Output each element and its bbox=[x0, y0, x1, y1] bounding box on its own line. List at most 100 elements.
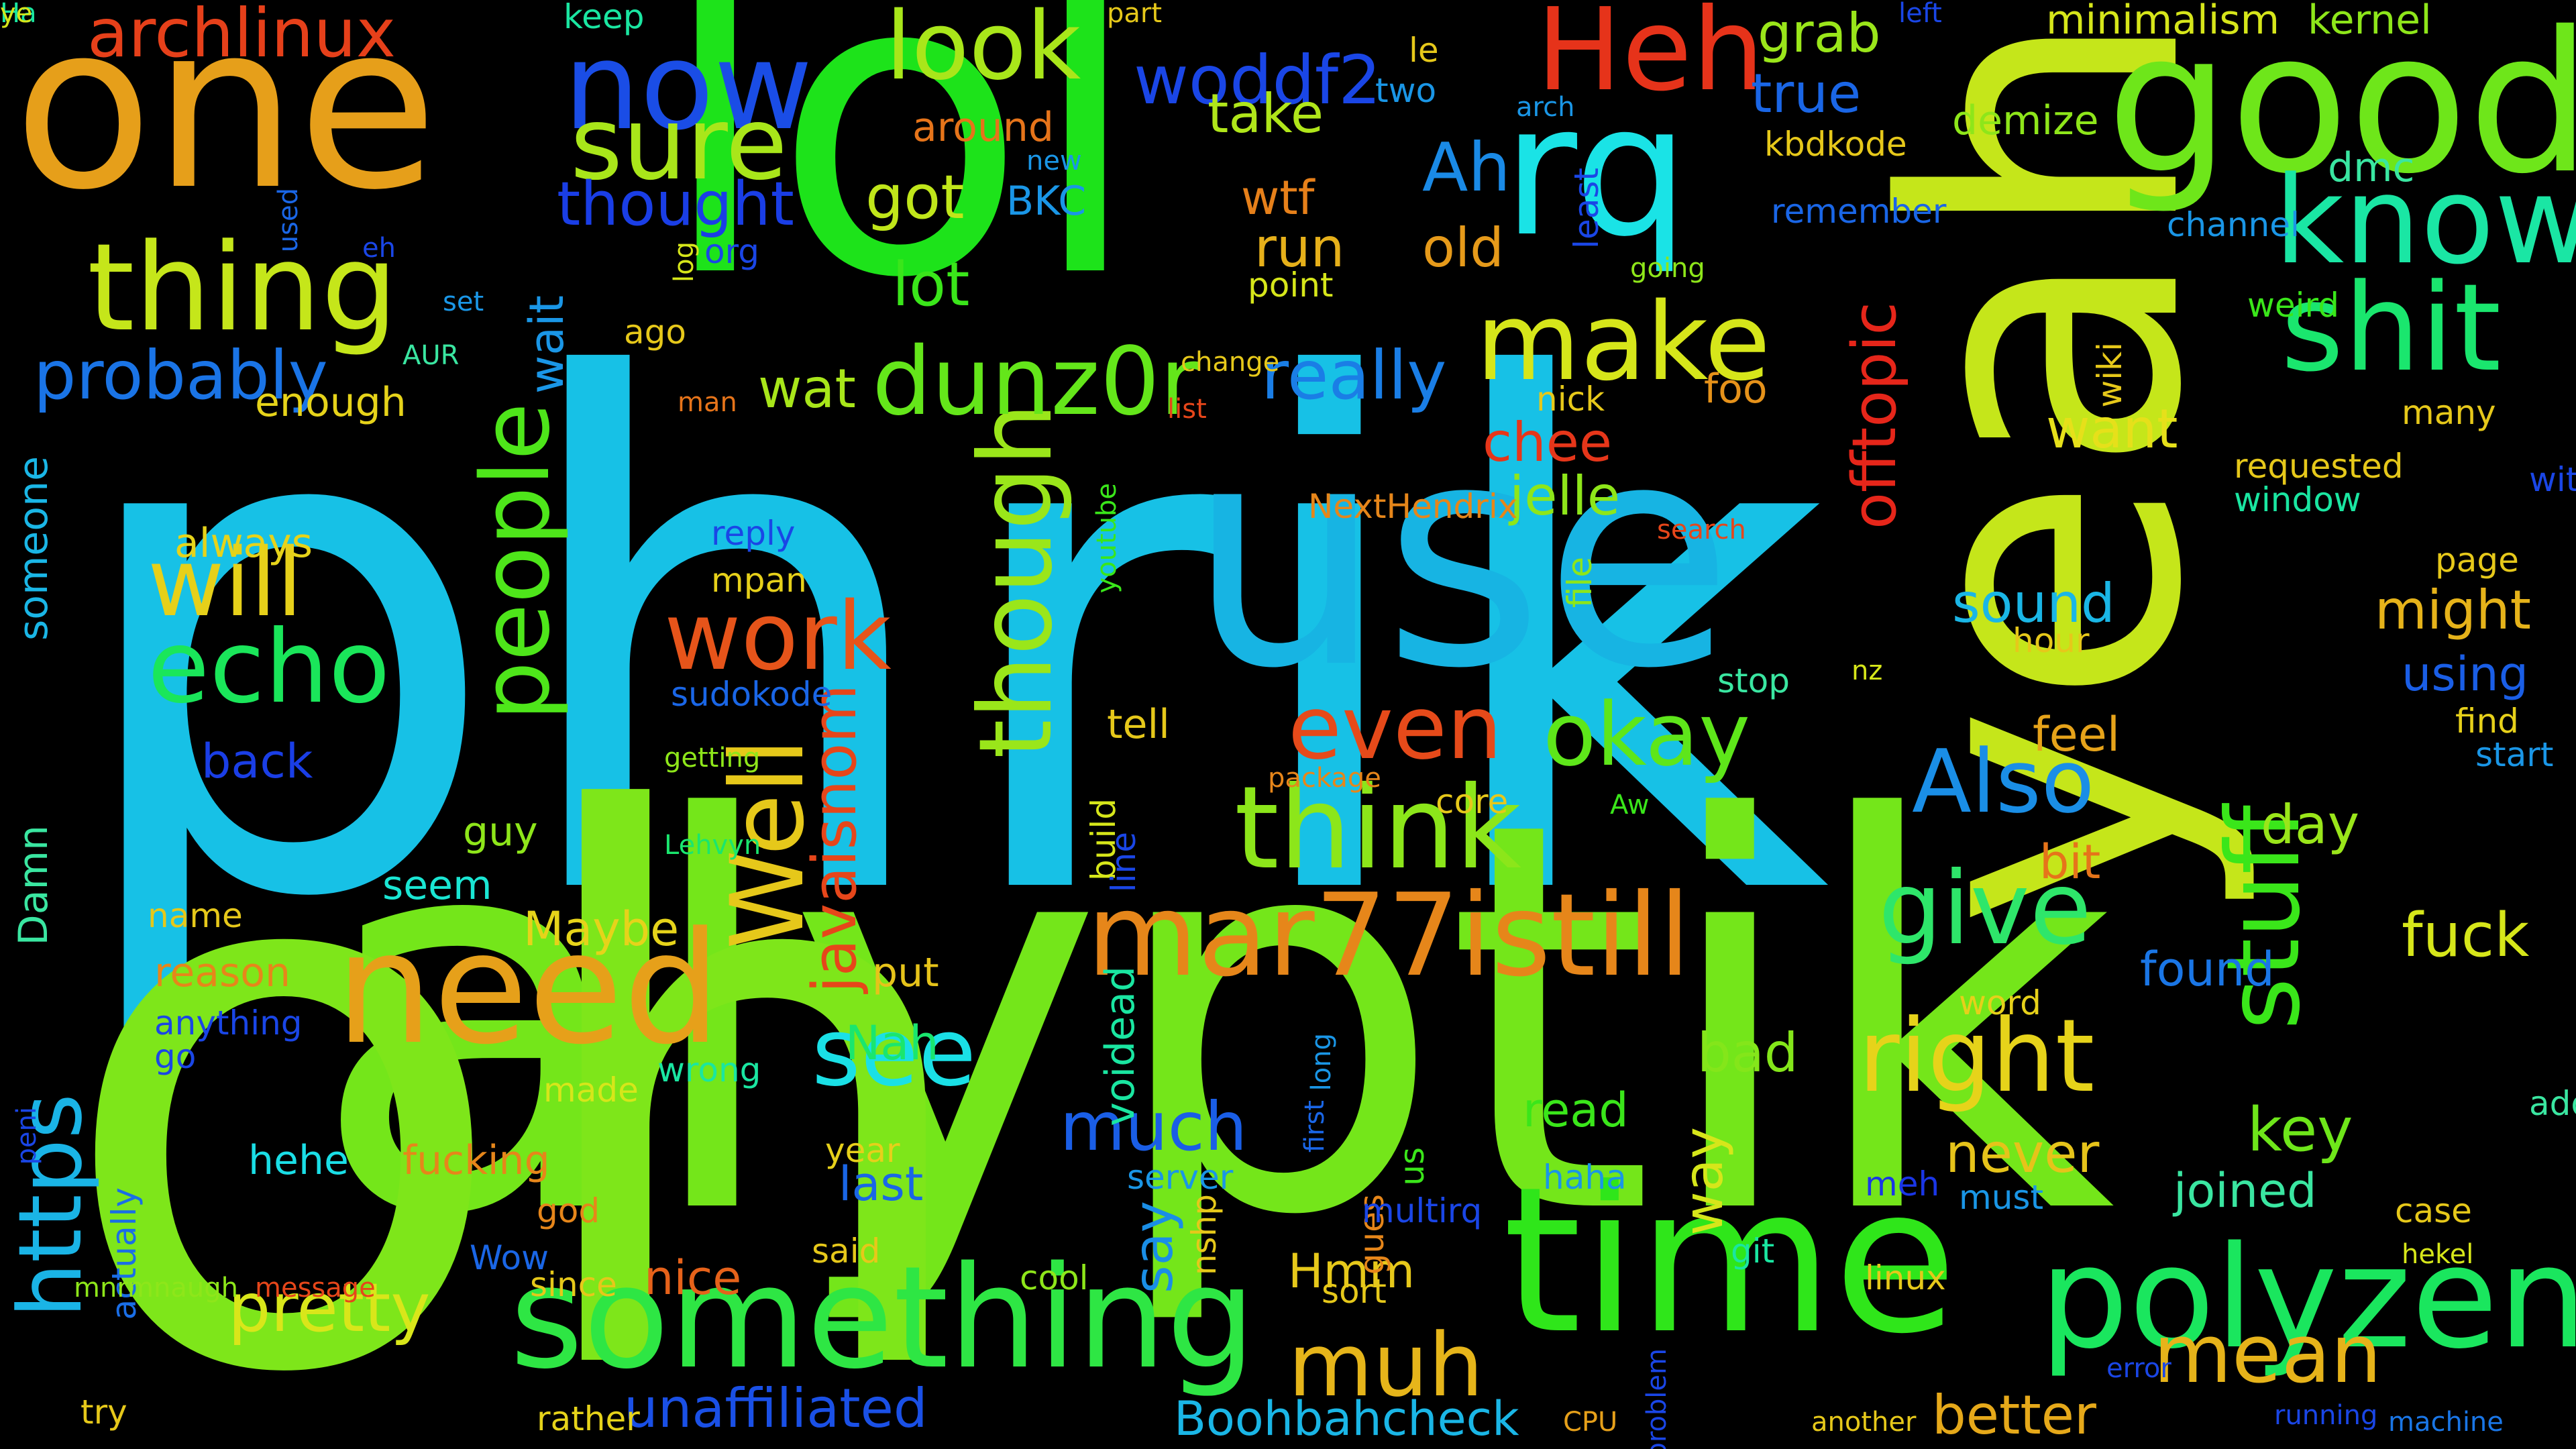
word-120: dmc bbox=[2328, 144, 2415, 191]
word-99: cool bbox=[1020, 1258, 1089, 1297]
word-178: multirq bbox=[1362, 1191, 1483, 1230]
word-69: bit bbox=[2039, 835, 2101, 890]
word-72: found bbox=[2140, 942, 2275, 997]
word-140: point bbox=[1248, 266, 1334, 305]
word-177: us bbox=[1393, 1147, 1432, 1186]
word-14: know bbox=[2274, 151, 2576, 291]
word-174: read bbox=[1523, 1083, 1629, 1138]
word-164: nz bbox=[1851, 655, 1883, 686]
word-115: minimalism bbox=[2046, 0, 2280, 44]
word-189: Damn bbox=[10, 825, 57, 946]
word-80: nice bbox=[644, 1250, 742, 1305]
word-106: add bbox=[2529, 1084, 2576, 1123]
word-19: Heh bbox=[1536, 0, 1765, 117]
word-60: old bbox=[1422, 217, 1504, 279]
word-144: eh bbox=[362, 233, 396, 264]
word-22: make bbox=[1476, 279, 1771, 405]
word-11: something bbox=[510, 1236, 1256, 1400]
word-54: run bbox=[1254, 217, 1345, 279]
word-151: change bbox=[1181, 347, 1280, 378]
word-8: time bbox=[1503, 1144, 1957, 1378]
word-119: remember bbox=[1771, 192, 1947, 231]
word-74: joined bbox=[2174, 1163, 2317, 1218]
word-85: Maybe bbox=[523, 902, 680, 957]
word-40: pretty bbox=[228, 1269, 431, 1347]
word-157: mpan bbox=[711, 561, 807, 600]
word-171: voidead bbox=[1097, 966, 1144, 1126]
word-197: ye bbox=[0, 0, 33, 29]
word-61: chee bbox=[1483, 411, 1613, 474]
word-148: ago bbox=[624, 313, 686, 352]
word-170: line bbox=[1104, 832, 1143, 893]
word-71: fuck bbox=[2402, 900, 2530, 971]
word-29: right bbox=[1858, 998, 2095, 1115]
word-153: wiki bbox=[2090, 342, 2129, 408]
word-10: need bbox=[335, 900, 721, 1079]
word-167: package bbox=[1268, 763, 1381, 794]
word-65: might bbox=[2375, 579, 2532, 641]
word-181: first bbox=[1299, 1100, 1330, 1153]
word-0: phrik bbox=[60, 238, 1831, 1050]
word-193: god bbox=[537, 1191, 600, 1230]
word-101: linux bbox=[1865, 1258, 1946, 1297]
word-97: since bbox=[530, 1265, 617, 1304]
word-196: Ha bbox=[0, 0, 37, 29]
word-98: Wow bbox=[470, 1238, 549, 1277]
word-110: error bbox=[2106, 1353, 2171, 1384]
word-75: never bbox=[1945, 1122, 2100, 1185]
word-23: people bbox=[462, 402, 571, 721]
word-160: sudokode bbox=[671, 675, 833, 714]
word-155: NextHendrix bbox=[1308, 487, 1518, 526]
word-145: set bbox=[443, 286, 484, 317]
word-12: polyzen bbox=[2039, 1216, 2576, 1380]
word-130: start bbox=[2475, 735, 2554, 774]
word-41: much bbox=[1060, 1087, 1248, 1166]
word-126: many bbox=[2402, 393, 2496, 432]
word-68: feel bbox=[2033, 707, 2121, 762]
word-52: lot bbox=[892, 250, 970, 320]
word-161: getting bbox=[664, 743, 761, 773]
word-149: log bbox=[669, 241, 700, 282]
word-43: probably bbox=[34, 336, 328, 415]
word-79: say bbox=[1122, 1201, 1185, 1294]
word-194: said bbox=[812, 1232, 881, 1271]
word-124: requested bbox=[2234, 447, 2404, 486]
word-175: haha bbox=[1543, 1158, 1627, 1197]
word-158: youtube bbox=[1091, 483, 1122, 594]
word-112: CPU bbox=[1563, 1407, 1618, 1438]
word-104: running bbox=[2274, 1400, 2378, 1431]
word-81: Hmm bbox=[1288, 1244, 1415, 1299]
word-96: message bbox=[255, 1273, 376, 1303]
word-24: though bbox=[958, 402, 1075, 759]
word-31: see bbox=[812, 998, 977, 1108]
word-48: unaffiliated bbox=[624, 1377, 928, 1440]
word-152: list bbox=[1167, 394, 1207, 425]
word-182: nshp bbox=[1185, 1194, 1224, 1276]
word-103: machine bbox=[2388, 1407, 2504, 1438]
word-62: jelle bbox=[1509, 465, 1621, 527]
word-146: AUR bbox=[402, 340, 460, 371]
word-179: server bbox=[1127, 1158, 1234, 1197]
word-46: javaisnom bbox=[800, 684, 870, 994]
word-141: least bbox=[1567, 168, 1606, 249]
word-105: case bbox=[2395, 1191, 2472, 1230]
word-123: nick bbox=[1536, 380, 1605, 419]
word-26: echo bbox=[148, 609, 390, 726]
word-51: got bbox=[865, 162, 965, 233]
word-191: mnrmnaugh bbox=[74, 1273, 238, 1303]
word-42: archlinux bbox=[87, 0, 396, 72]
word-33: mean bbox=[2153, 1308, 2382, 1401]
word-172: wrong bbox=[657, 1051, 761, 1089]
word-162: Lehvyn bbox=[664, 830, 761, 861]
word-87: guy bbox=[463, 808, 538, 855]
word-117: demize bbox=[1952, 97, 2099, 144]
word-121: channel bbox=[2167, 205, 2300, 244]
word-57: true bbox=[1751, 62, 1862, 125]
word-173: year bbox=[825, 1131, 900, 1170]
word-88: back bbox=[201, 734, 313, 789]
word-53: wtf bbox=[1241, 170, 1315, 225]
word-135: part bbox=[1107, 0, 1163, 29]
word-16: mar77istill bbox=[1087, 869, 1691, 1002]
word-76: better bbox=[1932, 1384, 2096, 1446]
